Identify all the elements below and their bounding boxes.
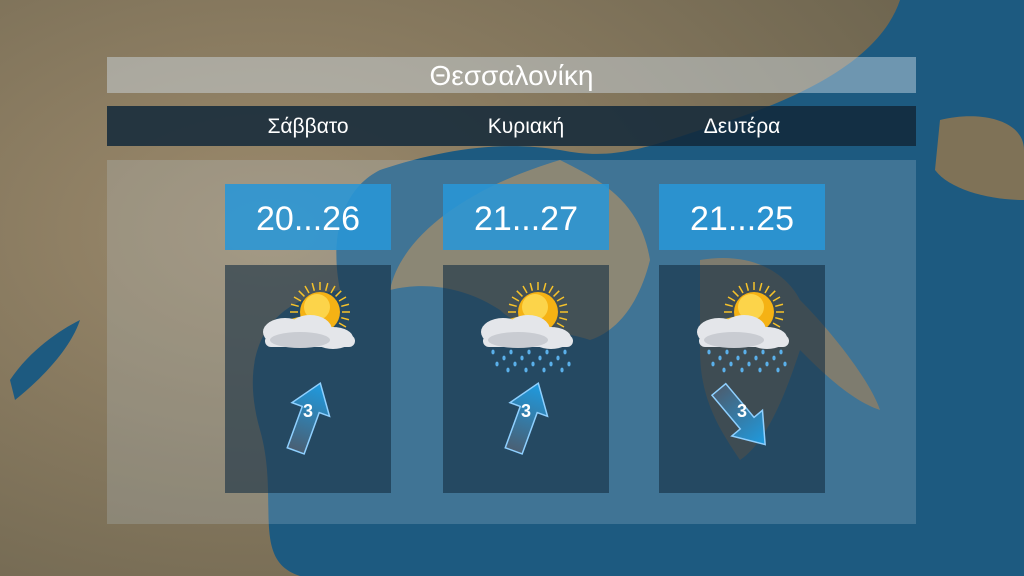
wind-speed-1: 3 — [302, 401, 313, 421]
temp-range-1: 20...26 — [225, 184, 391, 250]
temp-range-3: 21...25 — [659, 184, 825, 250]
wind-direction-icon — [504, 381, 549, 455]
days-header: Σάββατο Κυριακή Δευτέρα — [107, 106, 916, 146]
partly-cloudy-rain-icon — [481, 282, 573, 373]
day-panel-2: 3 — [443, 265, 609, 493]
rain-drops-icon — [707, 349, 787, 373]
day-label-3: Δευτέρα — [703, 115, 781, 138]
wind-direction-icon — [710, 382, 766, 446]
day-panel-1: 3 — [225, 265, 391, 493]
wind-direction-icon — [286, 381, 331, 455]
cloud-icon — [263, 315, 355, 349]
rain-drops-icon — [491, 349, 571, 373]
temp-range-2: 21...27 — [443, 184, 609, 250]
cloud-icon — [697, 315, 789, 349]
partly-cloudy-rain-icon — [697, 282, 789, 373]
wind-arrow-1: 3 — [273, 377, 343, 457]
day-label-2: Κυριακή — [487, 115, 565, 138]
day-label-1: Σάββατο — [267, 115, 349, 138]
cloud-icon — [481, 315, 573, 349]
wind-speed-2: 3 — [520, 401, 531, 421]
location-title: Θεσσαλονίκη — [107, 57, 916, 93]
partly-cloudy-icon — [263, 282, 355, 349]
wind-arrow-3: 3 — [707, 377, 777, 457]
wind-arrow-2: 3 — [491, 377, 561, 457]
day-panel-3: 3 — [659, 265, 825, 493]
wind-speed-3: 3 — [736, 401, 747, 421]
